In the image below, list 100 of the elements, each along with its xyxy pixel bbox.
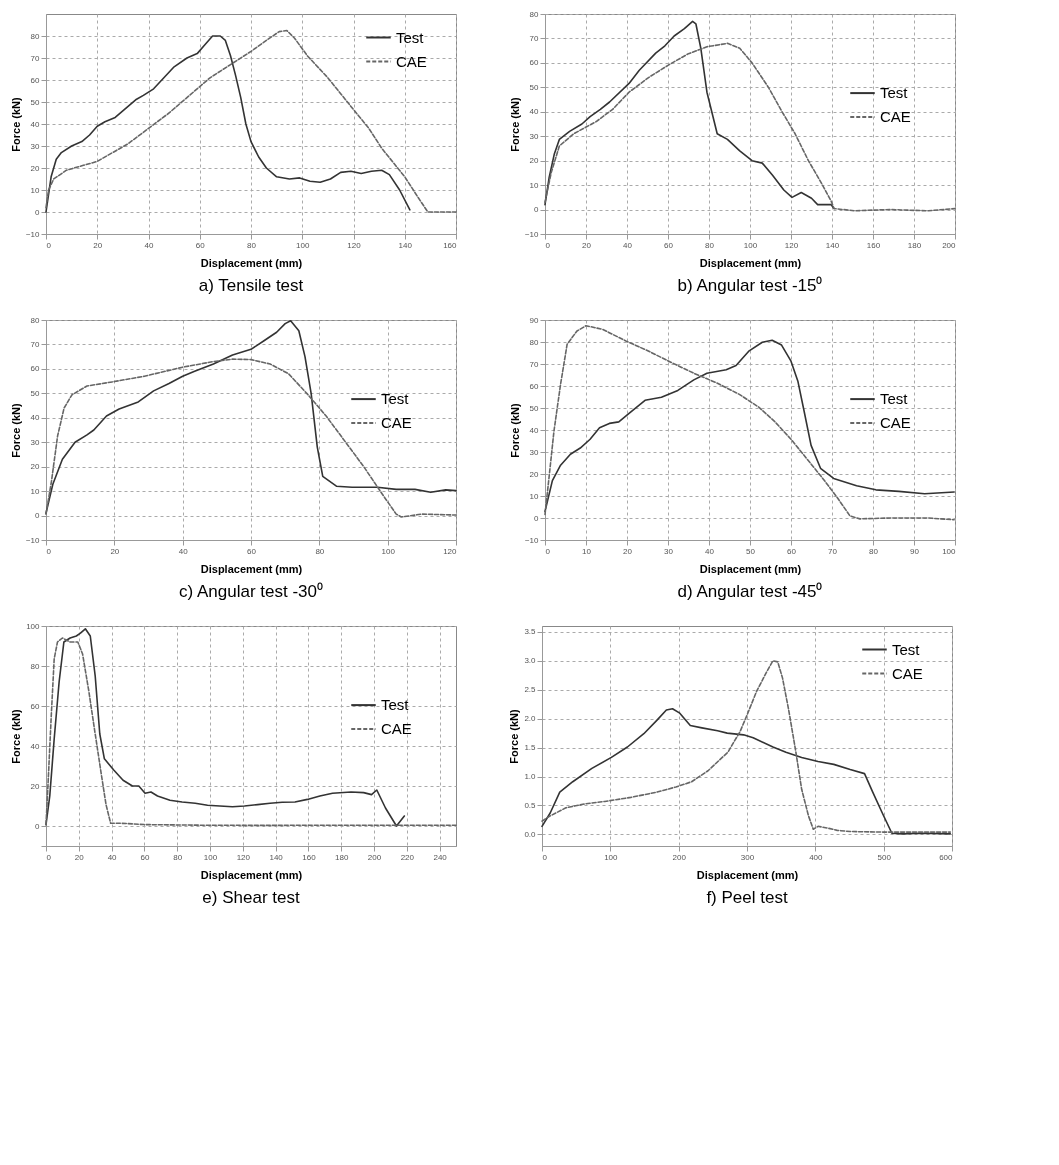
y-tick-label: 40	[30, 119, 41, 129]
x-tick-label: 20	[582, 240, 592, 250]
y-tick-label: 40	[529, 425, 540, 435]
y-tick-label: 1.0	[524, 772, 537, 782]
x-tick-label: 120	[236, 852, 251, 862]
x-tick-label: 100	[743, 240, 758, 250]
y-tick-label: 10	[30, 185, 41, 195]
y-tick-label: 40	[30, 413, 41, 423]
x-tick-label: 100	[203, 852, 218, 862]
x-tick-label: 40	[705, 546, 715, 556]
line-series	[45, 358, 457, 518]
x-tick-label: 500	[877, 852, 892, 862]
x-tick-label: 50	[746, 546, 756, 556]
text: b) Angular test -15⁰	[677, 276, 823, 295]
x-tick-label: 160	[866, 240, 881, 250]
y-axis-title: Force (kN)	[508, 402, 521, 458]
y-tick-label: 10	[30, 486, 41, 496]
x-tick-label: 0	[46, 240, 52, 250]
y-tick-label: 80	[529, 9, 540, 19]
legend-label: Test	[892, 640, 921, 658]
y-tick-label: 40	[30, 741, 41, 751]
y-tick-label: 30	[30, 437, 41, 447]
y-tick-label: 20	[529, 469, 540, 479]
legend-label: CAE	[880, 414, 911, 432]
x-tick-label: 90	[910, 546, 920, 556]
line-series	[544, 20, 835, 210]
text: c) Angular test -30⁰	[179, 582, 323, 601]
x-axis-title: Displacement (mm)	[699, 256, 802, 269]
x-tick-label: 180	[907, 240, 922, 250]
x-tick-label: 40	[107, 852, 118, 862]
x-tick-label: 80	[173, 852, 183, 862]
x-tick-label: 20	[74, 852, 85, 862]
y-axis-title: Force (kN)	[10, 708, 23, 764]
y-tick-label: 0.5	[524, 800, 537, 810]
line-series	[544, 42, 956, 212]
y-tick-label: −10	[25, 535, 41, 545]
y-tick-label: 10	[529, 180, 540, 190]
y-tick-label: 0	[534, 205, 540, 215]
x-tick-label: 20	[110, 546, 120, 556]
y-tick-label: 0	[534, 513, 540, 523]
x-tick-label: 120	[443, 546, 458, 556]
y-tick-label: 50	[30, 388, 41, 398]
text: a) Tensile test	[198, 276, 304, 295]
x-tick-label: 20	[93, 240, 103, 250]
y-tick-label: 0.0	[524, 829, 537, 839]
x-axis-title: Displacement (mm)	[699, 562, 802, 575]
legend-label: CAE	[381, 414, 412, 432]
y-tick-label: −10	[524, 535, 540, 545]
x-tick-label: 20	[623, 546, 633, 556]
x-axis-title: Displacement (mm)	[696, 868, 799, 881]
x-tick-label: 120	[347, 240, 362, 250]
x-tick-label: 60	[195, 240, 206, 250]
y-tick-label: 100	[26, 621, 41, 631]
y-tick-label: 20	[30, 462, 41, 472]
y-tick-label: 3.5	[524, 627, 537, 637]
y-tick-label: 60	[529, 58, 540, 68]
x-tick-label: 400	[809, 852, 824, 862]
y-tick-label: 0	[35, 207, 41, 217]
y-tick-label: 3.0	[524, 656, 537, 666]
x-tick-label: 200	[672, 852, 687, 862]
line-series	[541, 707, 952, 835]
x-tick-label: 240	[433, 852, 448, 862]
x-tick-label: 0	[46, 852, 52, 862]
y-tick-label: 70	[30, 53, 41, 63]
legend-label: Test	[880, 84, 909, 102]
x-tick-label: 100	[604, 852, 619, 862]
y-tick-label: 2.0	[524, 714, 537, 724]
y-tick-label: 80	[529, 337, 540, 347]
y-tick-label: −10	[25, 229, 41, 239]
y-tick-label: 70	[529, 359, 540, 369]
y-tick-label: 50	[30, 97, 41, 107]
x-tick-label: 300	[740, 852, 755, 862]
y-tick-label: 20	[30, 163, 41, 173]
x-tick-label: 140	[398, 240, 413, 250]
y-tick-label: 50	[529, 82, 540, 92]
y-tick-label: 80	[30, 31, 41, 41]
y-tick-label: 0	[35, 821, 41, 831]
text: f) Peel test	[706, 888, 788, 907]
y-axis-title: Force (kN)	[9, 96, 22, 152]
x-tick-label: 80	[705, 240, 715, 250]
x-tick-label: 100	[381, 546, 396, 556]
legend-label: Test	[381, 390, 410, 408]
y-tick-label: 50	[529, 403, 540, 413]
y-axis-title: Force (kN)	[9, 402, 22, 458]
y-tick-label: 2.5	[524, 685, 537, 695]
y-tick-label: 70	[30, 339, 41, 349]
x-tick-label: 60	[664, 240, 674, 250]
x-tick-label: 60	[787, 546, 797, 556]
x-tick-label: 80	[247, 240, 257, 250]
x-tick-label: 60	[247, 546, 257, 556]
legend-label: Test	[396, 28, 425, 46]
y-tick-label: 70	[529, 33, 540, 43]
y-tick-label: 60	[30, 75, 41, 85]
x-tick-label: 160	[443, 240, 458, 250]
x-tick-label: 200	[942, 240, 957, 250]
y-axis-title: Force (kN)	[508, 708, 521, 764]
x-tick-label: 120	[784, 240, 799, 250]
y-tick-label: −10	[524, 229, 540, 239]
legend-label: CAE	[880, 108, 911, 126]
x-tick-label: 0	[542, 852, 548, 862]
